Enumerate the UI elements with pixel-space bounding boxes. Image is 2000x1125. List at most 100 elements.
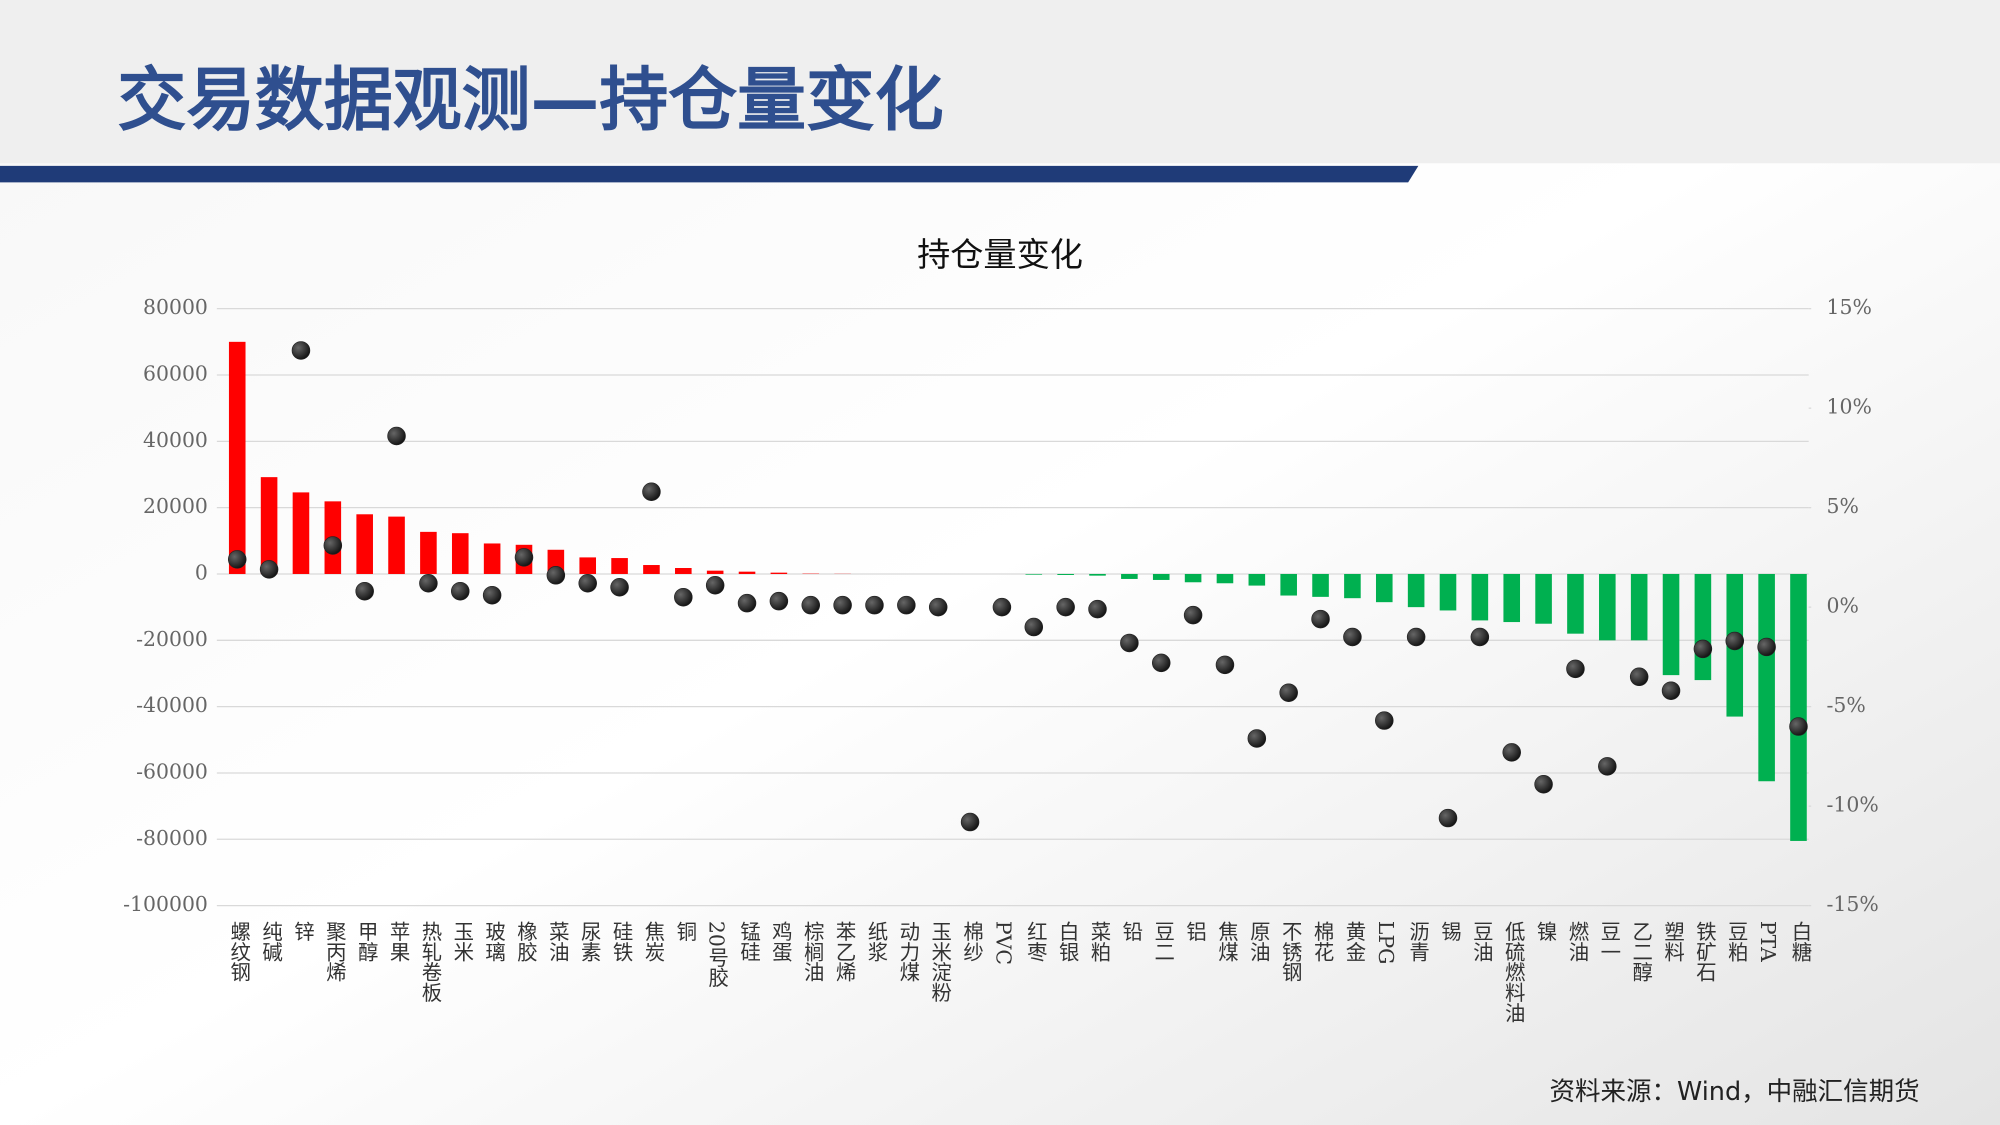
y-tick-label: -100000: [123, 892, 208, 916]
bar: [738, 571, 756, 574]
x-tick-label: 铝: [1183, 921, 1207, 941]
dot: [992, 597, 1012, 617]
dot: [259, 560, 279, 579]
x-tick-label: 红枣: [1023, 921, 1047, 962]
dot: [1375, 711, 1394, 730]
dot: [355, 581, 374, 601]
x-tick-label: 焦炭: [641, 921, 665, 962]
bar: [1057, 573, 1074, 575]
x-tick-label: 沥青: [1406, 921, 1430, 962]
dot: [1151, 653, 1171, 673]
dot: [833, 595, 852, 615]
dot: [865, 595, 884, 615]
bar: [1758, 573, 1775, 782]
dot: [897, 595, 916, 615]
bar: [228, 341, 246, 574]
dot: [387, 426, 406, 446]
y2-tick-label: 0%: [1827, 594, 1859, 618]
dot: [1088, 599, 1107, 619]
bar: [388, 516, 405, 574]
dot: [1789, 717, 1808, 736]
x-tick-label: 低硫燃料油: [1501, 921, 1525, 1023]
y2-tick-label: -5%: [1827, 693, 1866, 717]
source-note: 资料来源：Wind，中融汇信期货: [1550, 1077, 1920, 1107]
dot: [482, 585, 502, 605]
x-tick-label: 菜粕: [1087, 921, 1111, 962]
x-tick-label: 豆油: [1469, 921, 1493, 962]
dot: [801, 595, 821, 615]
x-tick-label: 玉米淀粉: [928, 921, 952, 1003]
dot: [737, 593, 757, 613]
x-tick-label: 棕榈油: [800, 921, 824, 982]
bar: [1471, 573, 1489, 621]
x-tick-label: 棉纱: [960, 921, 984, 962]
y2-tick-label: 10%: [1827, 395, 1872, 419]
dot: [419, 574, 438, 593]
bar: [451, 533, 469, 574]
y2-tick-label: 15%: [1827, 295, 1872, 319]
bar: [1312, 573, 1329, 597]
x-tick-label: PTA: [1756, 921, 1780, 962]
dot: [578, 574, 597, 593]
dot: [1343, 627, 1362, 647]
dot: [674, 587, 693, 607]
dot: [1629, 667, 1649, 687]
x-tick-label: 铜: [673, 921, 697, 941]
bar: [1344, 573, 1361, 599]
dot: [705, 576, 725, 595]
dot: [546, 566, 566, 585]
dot: [1056, 597, 1075, 617]
dot: [960, 812, 980, 832]
x-tick-label: 苯乙烯: [832, 921, 856, 982]
bar: [1503, 573, 1521, 623]
bar: [1248, 573, 1266, 586]
y-tick-label: -60000: [136, 759, 208, 783]
dot: [769, 591, 789, 611]
y-tick-label: 0: [195, 560, 208, 584]
x-tick-label: 乙二醇: [1629, 921, 1653, 982]
bar: [1121, 573, 1138, 579]
x-tick-label: 不锈钢: [1278, 921, 1302, 982]
x-tick-label: 豆二: [1151, 921, 1175, 962]
x-tick-label: 甲醇: [354, 921, 378, 962]
dot: [1311, 609, 1330, 629]
page-title: 交易数据观测—持仓量变化: [117, 61, 943, 141]
dot: [1534, 774, 1553, 794]
bar: [1184, 573, 1202, 583]
bar: [260, 477, 278, 574]
x-tick-label: 铅: [1119, 921, 1143, 941]
x-tick-label: PVC: [991, 921, 1015, 965]
y2-tick-label: -15%: [1827, 892, 1879, 916]
bar: [579, 557, 597, 574]
bar: [1089, 573, 1106, 576]
bar: [1694, 573, 1712, 681]
x-tick-label: 锡: [1437, 921, 1461, 941]
bar: [1662, 573, 1680, 676]
x-tick-label: 鸡蛋: [768, 921, 792, 962]
x-tick-label: 纸浆: [864, 921, 888, 962]
dot: [610, 577, 629, 597]
x-tick-label: 菜油: [545, 921, 569, 962]
dot: [1693, 639, 1713, 659]
x-tick-label: 塑料: [1661, 921, 1685, 962]
dot: [1279, 683, 1298, 702]
dot: [1661, 681, 1681, 700]
x-tick-label: 热轧卷板: [418, 921, 442, 1003]
dot: [1215, 655, 1235, 675]
y-tick-label: 40000: [143, 428, 208, 452]
header-band: [0, 0, 2000, 164]
dot: [1725, 631, 1745, 651]
dot: [1120, 633, 1139, 653]
y2-tick-label: 5%: [1827, 494, 1859, 518]
dot: [291, 341, 311, 360]
dot: [1247, 729, 1267, 748]
bar: [1216, 573, 1234, 584]
dot: [1438, 808, 1458, 828]
y-tick-label: -20000: [136, 627, 208, 651]
x-tick-label: 锰硅: [737, 921, 761, 962]
y-tick-label: 60000: [143, 361, 208, 385]
dot: [1598, 757, 1617, 776]
x-tick-label: 白糖: [1788, 921, 1812, 962]
header-rule: [0, 165, 1419, 183]
